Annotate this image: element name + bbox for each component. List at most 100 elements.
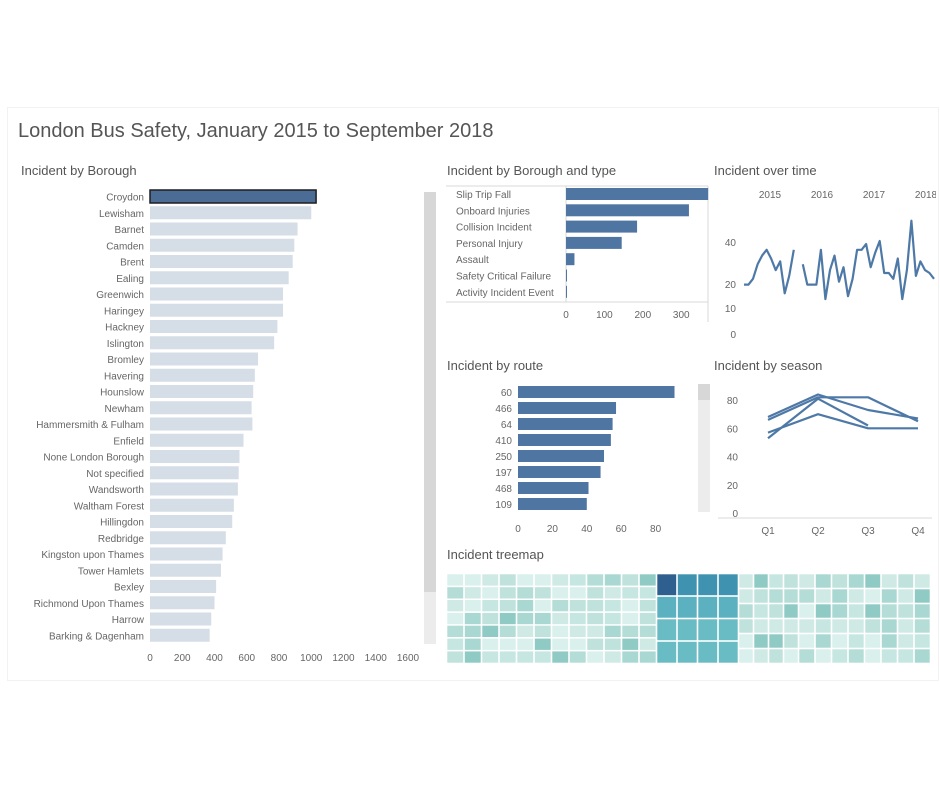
treemap-tile-115[interactable]: [783, 618, 799, 634]
borough-bar-19[interactable]: [150, 498, 234, 512]
borough-bar-16[interactable]: [150, 450, 240, 463]
treemap-tile-86[interactable]: [697, 574, 718, 596]
route-scrollbar[interactable]: [698, 384, 710, 512]
treemap-tile-132[interactable]: [798, 588, 815, 604]
treemap-tile-76[interactable]: [516, 650, 534, 664]
treemap-tile-84[interactable]: [656, 574, 677, 596]
treemap-tile-121[interactable]: [753, 648, 769, 664]
treemap-tile-34[interactable]: [621, 599, 639, 612]
treemap-tile-1[interactable]: [464, 574, 482, 587]
treemap-tile-62[interactable]: [481, 638, 499, 651]
treemap-tile-145[interactable]: [881, 603, 898, 619]
treemap-tile-81[interactable]: [604, 650, 622, 664]
treemap-tile-133[interactable]: [815, 588, 832, 604]
borough-scrollbar-thumb[interactable]: [424, 192, 436, 592]
treemap-tile-142[interactable]: [831, 603, 848, 619]
treemap-tile-117[interactable]: [753, 633, 769, 649]
treemap-tile-67[interactable]: [569, 638, 587, 651]
route-bar-1[interactable]: [518, 402, 617, 414]
treemap-tile-51[interactable]: [499, 625, 517, 638]
season-series-line-3[interactable]: [767, 393, 919, 420]
treemap-tile-158[interactable]: [831, 633, 848, 649]
treemap-tile-88[interactable]: [656, 596, 677, 619]
treemap-tile-125[interactable]: [815, 574, 832, 589]
treemap-tile-53[interactable]: [534, 625, 552, 638]
treemap-tile-7[interactable]: [569, 574, 587, 587]
treemap-tile-42[interactable]: [551, 612, 569, 625]
treemap-tile-82[interactable]: [621, 650, 639, 664]
treemap-tile-74[interactable]: [481, 650, 499, 664]
treemap-tile-17[interactable]: [534, 586, 552, 600]
borough-bar-21[interactable]: [150, 531, 226, 545]
treemap-tile-109[interactable]: [753, 603, 769, 619]
borough-bar-25[interactable]: [150, 596, 215, 610]
treemap-tile-103[interactable]: [783, 574, 799, 589]
treemap-tile-141[interactable]: [815, 603, 832, 619]
type-bar-chart[interactable]: Slip Trip Fall Onboard Injuries Collision …: [442, 182, 712, 322]
borough-bar-20[interactable]: [150, 515, 233, 528]
treemap-tile-127[interactable]: [848, 574, 865, 589]
treemap-tile-157[interactable]: [815, 633, 832, 649]
borough-bar-12[interactable]: [150, 385, 254, 398]
treemap-tile-149[interactable]: [815, 618, 832, 634]
treemap-tile-99[interactable]: [718, 641, 739, 664]
treemap-tile-120[interactable]: [738, 648, 754, 664]
treemap-tile-164[interactable]: [798, 648, 815, 664]
treemap-tile-130[interactable]: [897, 574, 914, 589]
treemap-tile-114[interactable]: [768, 618, 784, 634]
treemap-tile-94[interactable]: [697, 618, 718, 641]
treemap-tile-22[interactable]: [621, 586, 639, 600]
treemap-tile-19[interactable]: [569, 586, 587, 600]
treemap-tile-165[interactable]: [815, 648, 832, 664]
treemap-tile-27[interactable]: [499, 599, 517, 612]
treemap-tile-168[interactable]: [864, 648, 881, 664]
treemap-tile-118[interactable]: [768, 633, 784, 649]
season-line-chart[interactable]: 0 20 40 60 80 Q1 Q2 Q3 Q4: [708, 378, 936, 538]
treemap-tile-105[interactable]: [753, 588, 769, 604]
treemap-tile-150[interactable]: [831, 618, 848, 634]
treemap-tile-106[interactable]: [768, 588, 784, 604]
treemap-tile-58[interactable]: [621, 625, 639, 638]
treemap-tile-129[interactable]: [881, 574, 898, 589]
treemap-tile-20[interactable]: [586, 586, 604, 600]
treemap-tile-60[interactable]: [447, 638, 464, 651]
borough-bar-9[interactable]: [150, 336, 275, 350]
treemap-tile-61[interactable]: [464, 638, 482, 651]
season-series-line-1[interactable]: [767, 413, 918, 434]
route-bar-7[interactable]: [518, 498, 587, 510]
treemap-tile-70[interactable]: [621, 638, 639, 651]
treemap-tile-57[interactable]: [604, 625, 622, 638]
treemap-tile-44[interactable]: [586, 612, 604, 625]
treemap-tile-23[interactable]: [639, 586, 657, 600]
treemap-tile-144[interactable]: [864, 603, 881, 619]
borough-bar-8[interactable]: [150, 320, 278, 333]
borough-bar-1[interactable]: [150, 206, 312, 220]
treemap-tile-13[interactable]: [464, 586, 482, 600]
treemap-tile-138[interactable]: [897, 588, 914, 604]
treemap-tile-102[interactable]: [768, 574, 784, 589]
treemap-tile-49[interactable]: [464, 625, 482, 638]
treemap-tile-156[interactable]: [798, 633, 815, 649]
treemap-tile-140[interactable]: [798, 603, 815, 619]
treemap-tile-30[interactable]: [551, 599, 569, 612]
treemap-tile-69[interactable]: [604, 638, 622, 651]
route-bar-4[interactable]: [518, 450, 604, 462]
treemap-tile-29[interactable]: [534, 599, 552, 612]
treemap-tile-65[interactable]: [534, 638, 552, 651]
treemap-tile-2[interactable]: [481, 574, 499, 587]
route-bar-3[interactable]: [518, 434, 611, 446]
treemap-tile-12[interactable]: [447, 586, 464, 600]
treemap-tile-9[interactable]: [604, 574, 622, 587]
treemap-tile-52[interactable]: [516, 625, 534, 638]
treemap-tile-31[interactable]: [569, 599, 587, 612]
treemap-tile-107[interactable]: [783, 588, 799, 604]
treemap-tile-55[interactable]: [569, 625, 587, 638]
treemap-tile-96[interactable]: [656, 641, 677, 664]
borough-bar-2[interactable]: [150, 222, 298, 236]
treemap-tile-26[interactable]: [481, 599, 499, 612]
treemap-tile-48[interactable]: [447, 625, 464, 638]
season-series-line-0[interactable]: [767, 397, 869, 440]
treemap-tile-75[interactable]: [499, 650, 517, 664]
treemap-tile-104[interactable]: [738, 588, 754, 604]
treemap-tile-45[interactable]: [604, 612, 622, 625]
